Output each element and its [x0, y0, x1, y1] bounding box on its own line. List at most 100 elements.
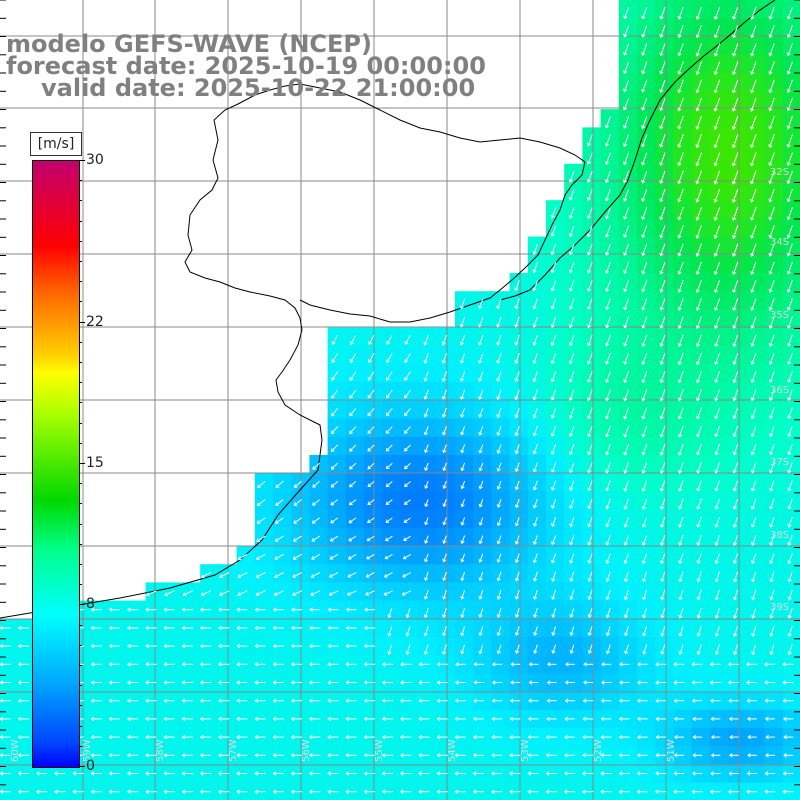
- wind-vector-head: [345, 680, 350, 685]
- wind-vector-head: [582, 771, 586, 776]
- wind-vector: [347, 590, 357, 596]
- wind-vector-head: [311, 556, 315, 560]
- wind-vector: [256, 535, 266, 542]
- wind-vector: [660, 152, 666, 166]
- wind-vector-head: [731, 198, 736, 203]
- wind-vector: [678, 6, 684, 20]
- wind-vector-head: [181, 716, 186, 722]
- wind-vector-head: [349, 412, 353, 417]
- wind-vector-head: [713, 271, 718, 276]
- wind-vector-head: [727, 680, 732, 685]
- wind-vector-head: [750, 361, 755, 365]
- wind-vector-head: [327, 789, 331, 794]
- wind-vector: [697, 462, 702, 473]
- wind-vector-head: [454, 753, 459, 758]
- colorbar-minor-tick: [79, 523, 82, 525]
- wind-vector-head: [459, 359, 464, 364]
- wind-vector: [349, 517, 357, 524]
- wind-vector-head: [436, 680, 441, 685]
- wind-vector-head: [695, 126, 700, 130]
- wind-vector: [750, 188, 757, 203]
- wind-vector-head: [72, 789, 76, 794]
- wind-vector-head: [272, 680, 277, 685]
- wind-vector: [769, 188, 775, 202]
- wind-vector-head: [403, 537, 407, 542]
- wind-vector: [588, 498, 593, 509]
- wind-vector: [424, 371, 429, 382]
- wind-vector-head: [550, 432, 555, 437]
- wind-vector: [733, 607, 739, 619]
- wind-vector: [386, 389, 393, 399]
- wind-vector-head: [714, 596, 719, 601]
- wind-vector-head: [655, 662, 659, 667]
- wind-vector: [551, 353, 557, 364]
- latitude-label: 39S: [770, 602, 789, 613]
- wind-vector: [787, 261, 793, 274]
- wind-vector-head: [381, 716, 386, 722]
- wind-vector-head: [550, 233, 555, 238]
- wind-vector: [551, 517, 557, 527]
- wind-vector-head: [365, 591, 369, 596]
- wind-vector-head: [732, 524, 737, 528]
- wind-vector-head: [714, 505, 719, 510]
- wind-vector: [714, 134, 721, 148]
- wind-vector: [293, 499, 302, 506]
- wind-vector: [386, 444, 393, 452]
- colorbar-minor-tick: [79, 463, 82, 464]
- wind-vector-head: [714, 361, 719, 366]
- wind-vector: [623, 243, 630, 256]
- wind-vector-head: [623, 433, 628, 438]
- wind-vector-head: [145, 771, 149, 776]
- wind-vector-head: [163, 753, 167, 758]
- wind-vector-head: [349, 448, 353, 452]
- wind-vector-head: [329, 537, 334, 542]
- wind-vector-head: [0, 662, 4, 667]
- wind-vector-head: [108, 680, 113, 685]
- wind-vector: [641, 134, 648, 147]
- wind-vector: [551, 462, 557, 473]
- wind-vector: [497, 589, 502, 600]
- wind-vector-head: [678, 578, 683, 583]
- wind-vector-head: [381, 771, 386, 776]
- wind-vector-head: [783, 753, 787, 758]
- wind-vector: [424, 626, 429, 636]
- wind-vector: [733, 571, 739, 582]
- wind-vector-head: [768, 361, 773, 366]
- wind-vector: [787, 43, 793, 56]
- wind-vector: [515, 589, 520, 600]
- wind-vector: [750, 115, 757, 130]
- wind-vector: [255, 590, 266, 596]
- wind-vector-head: [641, 451, 646, 456]
- wind-vector: [605, 207, 611, 219]
- wind-vector: [461, 444, 466, 453]
- wind-vector-head: [677, 433, 682, 438]
- wind-vector-head: [514, 504, 519, 509]
- wind-vector: [331, 444, 339, 452]
- colorbar-minor-tick: [79, 160, 82, 161]
- wind-vector-head: [532, 522, 537, 527]
- wind-vector-head: [363, 789, 368, 794]
- wind-vector-head: [473, 698, 477, 703]
- wind-vector-head: [768, 397, 773, 402]
- longitude-label: 52W: [593, 739, 604, 762]
- wind-vector: [606, 644, 611, 654]
- wind-vector-head: [381, 734, 386, 740]
- wind-vector: [642, 443, 648, 456]
- wind-vector: [624, 7, 630, 19]
- wind-vector-head: [126, 625, 131, 631]
- wind-vector: [642, 371, 648, 383]
- wind-vector-head: [623, 614, 629, 619]
- wind-vector: [624, 316, 630, 328]
- wind-vector-head: [604, 161, 609, 166]
- wind-vector: [769, 316, 775, 329]
- wind-vector: [660, 316, 666, 329]
- wind-vector-head: [587, 559, 592, 564]
- wind-vector-head: [587, 614, 592, 619]
- wind-vector-head: [330, 466, 335, 470]
- wind-vector-head: [769, 542, 774, 547]
- wind-vector-head: [568, 415, 573, 420]
- wind-vector: [787, 7, 793, 19]
- wind-vector: [386, 353, 393, 363]
- wind-vector: [534, 644, 538, 654]
